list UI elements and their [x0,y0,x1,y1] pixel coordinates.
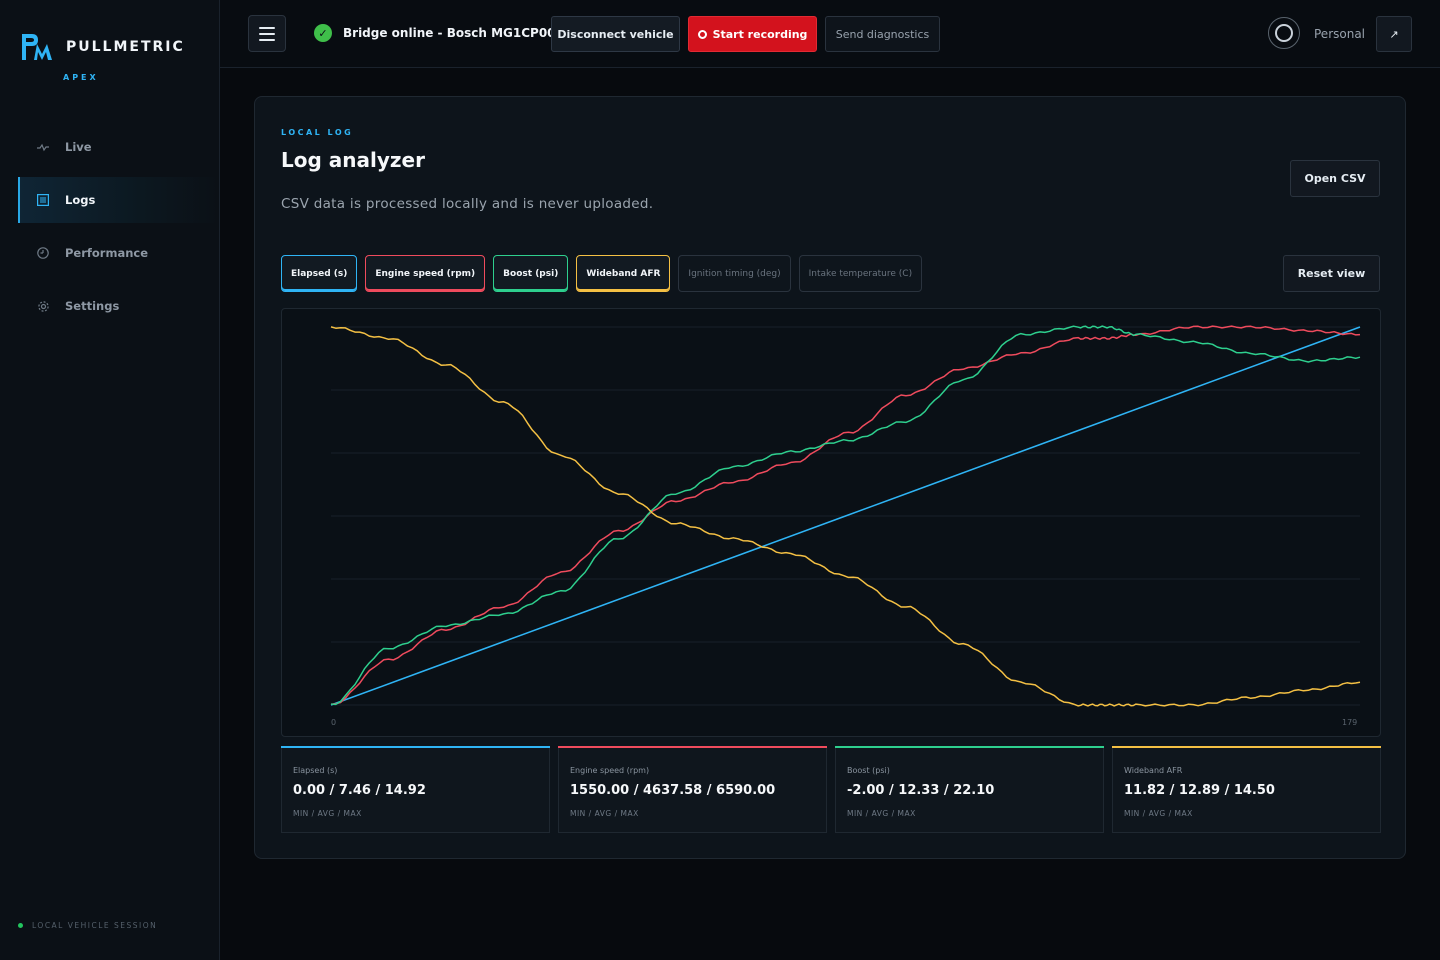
topbar: ✓ Bridge online - Bosch MG1CP003 Disconn… [220,0,1440,68]
eyebrow: LOCAL LOG [281,128,354,137]
stat-caption: MIN / AVG / MAX [570,809,639,818]
expand-icon[interactable]: ↗ [1376,16,1412,52]
open-csv-button[interactable]: Open CSV [1290,160,1380,197]
stat-accent-bar [281,746,550,748]
pulse-icon [36,140,50,154]
check-icon: ✓ [314,24,332,42]
log-analyzer-card: LOCAL LOG Log analyzer CSV data is proce… [254,96,1406,859]
sidebar-item-logs[interactable]: Logs [18,177,220,223]
stat-accent-bar [1112,746,1381,748]
stat-value: 11.82 / 12.89 / 14.50 [1124,783,1275,798]
series-line-2 [330,325,1361,706]
start-recording-button[interactable]: Start recording [688,16,817,52]
page-title: Log analyzer [281,148,425,172]
send-diagnostics-button[interactable]: Send diagnostics [825,16,940,52]
sidebar-item-label: Settings [65,299,120,313]
list-icon [36,193,50,207]
profile-label[interactable]: Personal [1314,27,1366,41]
stat-caption: MIN / AVG / MAX [293,809,362,818]
pullmetric-logo-icon [20,32,54,62]
brand-sub: APEX [63,73,99,82]
sidebar-item-settings[interactable]: Settings [18,283,220,329]
stat-card-wideband-afr: Wideband AFR 11.82 / 12.89 / 14.50 MIN /… [1112,746,1381,833]
start-recording-label: Start recording [712,27,808,41]
channel-chip-engine-speed[interactable]: Engine speed (rpm) [365,255,486,292]
hamburger-icon [259,26,275,29]
connection-status: ✓ Bridge online - Bosch MG1CP003 [314,24,564,42]
stat-label: Elapsed (s) [293,766,338,775]
stat-label: Engine speed (rpm) [570,766,650,775]
sidebar-item-performance[interactable]: Performance [18,230,220,276]
log-chart[interactable]: 0 179 [281,308,1381,737]
stat-accent-bar [558,746,827,748]
stat-value: 1550.00 / 4637.58 / 6590.00 [570,783,776,798]
channel-chip-ignition-timing[interactable]: Ignition timing (deg) [678,255,791,292]
channel-chip-boost[interactable]: Boost (psi) [493,255,569,292]
disconnect-button[interactable]: Disconnect vehicle [551,16,680,52]
avatar[interactable] [1268,17,1300,49]
record-icon [697,29,707,39]
stat-card-engine-speed: Engine speed (rpm) 1550.00 / 4637.58 / 6… [558,746,827,833]
sidebar-item-label: Performance [65,246,149,260]
channel-chip-intake-temperature[interactable]: Intake temperature (C) [798,255,923,292]
stat-value: 0.00 / 7.46 / 14.92 [293,783,426,798]
stats-row: Elapsed (s) 0.00 / 7.46 / 14.92 MIN / AV… [281,746,1381,833]
sidebar-item-label: Logs [65,193,96,207]
menu-button[interactable] [248,15,286,52]
stat-caption: MIN / AVG / MAX [1124,809,1193,818]
session-label: LOCAL VEHICLE SESSION [32,921,158,930]
channel-chip-elapsed[interactable]: Elapsed (s) [281,255,358,292]
brand-name: PULLMETRIC [66,39,185,55]
page-subtitle: CSV data is processed locally and is nev… [281,196,654,212]
channel-chips: Elapsed (s) Engine speed (rpm) Boost (ps… [281,255,923,292]
session-indicator: LOCAL VEHICLE SESSION [18,921,157,930]
connection-status-text: Bridge online - Bosch MG1CP003 [343,26,564,40]
stat-label: Boost (psi) [847,766,890,775]
series-line-3 [330,326,1361,707]
sidebar-nav: Live Logs Performance Settings [18,124,220,336]
sidebar: PULLMETRIC APEX Live Logs Performance [0,0,220,960]
brand[interactable]: PULLMETRIC [20,32,185,62]
status-dot-icon [18,923,23,928]
series-line-1 [330,325,1361,705]
avatar-ring-icon [1275,24,1293,42]
stat-caption: MIN / AVG / MAX [847,809,916,818]
reset-view-button[interactable]: Reset view [1283,255,1380,292]
sidebar-item-live[interactable]: Live [18,124,220,170]
gear-icon [36,299,50,313]
stat-label: Wideband AFR [1124,766,1183,775]
stat-card-elapsed: Elapsed (s) 0.00 / 7.46 / 14.92 MIN / AV… [281,746,550,833]
sidebar-item-label: Live [65,140,92,154]
stat-value: -2.00 / 12.33 / 22.10 [847,783,995,798]
x-tick-label: 179 [1342,718,1357,727]
stat-card-boost: Boost (psi) -2.00 / 12.33 / 22.10 MIN / … [835,746,1104,833]
series-line-0 [330,326,1361,706]
channel-chip-wideband-afr[interactable]: Wideband AFR [576,255,671,292]
log-chart-svg: 0 179 [330,325,1361,727]
x-tick-label: 0 [331,718,336,727]
stopwatch-icon [36,246,50,260]
stat-accent-bar [835,746,1104,748]
